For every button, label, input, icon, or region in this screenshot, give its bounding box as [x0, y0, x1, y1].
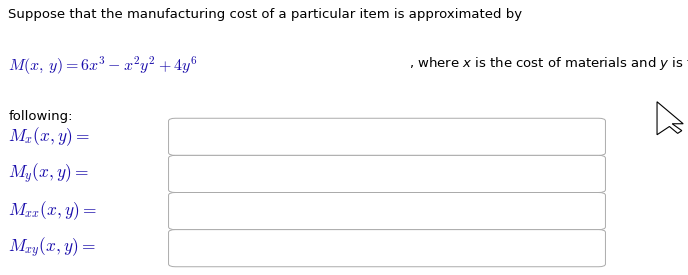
- FancyBboxPatch shape: [169, 118, 605, 155]
- Text: $M_x(x, y) =$: $M_x(x, y) =$: [8, 125, 90, 148]
- Text: $M_y(x, y) =$: $M_y(x, y) =$: [8, 162, 89, 186]
- FancyBboxPatch shape: [169, 155, 605, 192]
- Text: , where $x$ is the cost of materials and $y$ is the cost of labor. Find the: , where $x$ is the cost of materials and…: [409, 55, 688, 72]
- Polygon shape: [657, 102, 683, 135]
- Text: $M_{xy}(x, y) =$: $M_{xy}(x, y) =$: [8, 236, 96, 260]
- Text: $M(x,\,y)=6x^3-x^2y^2+4y^6$: $M(x,\,y)=6x^3-x^2y^2+4y^6$: [8, 55, 197, 77]
- Text: $M_{xx}(x, y) =$: $M_{xx}(x, y) =$: [8, 200, 98, 222]
- FancyBboxPatch shape: [169, 192, 605, 230]
- Text: Suppose that the manufacturing cost of a particular item is approximated by: Suppose that the manufacturing cost of a…: [8, 8, 522, 21]
- Text: following:: following:: [8, 110, 73, 123]
- FancyBboxPatch shape: [169, 230, 605, 267]
